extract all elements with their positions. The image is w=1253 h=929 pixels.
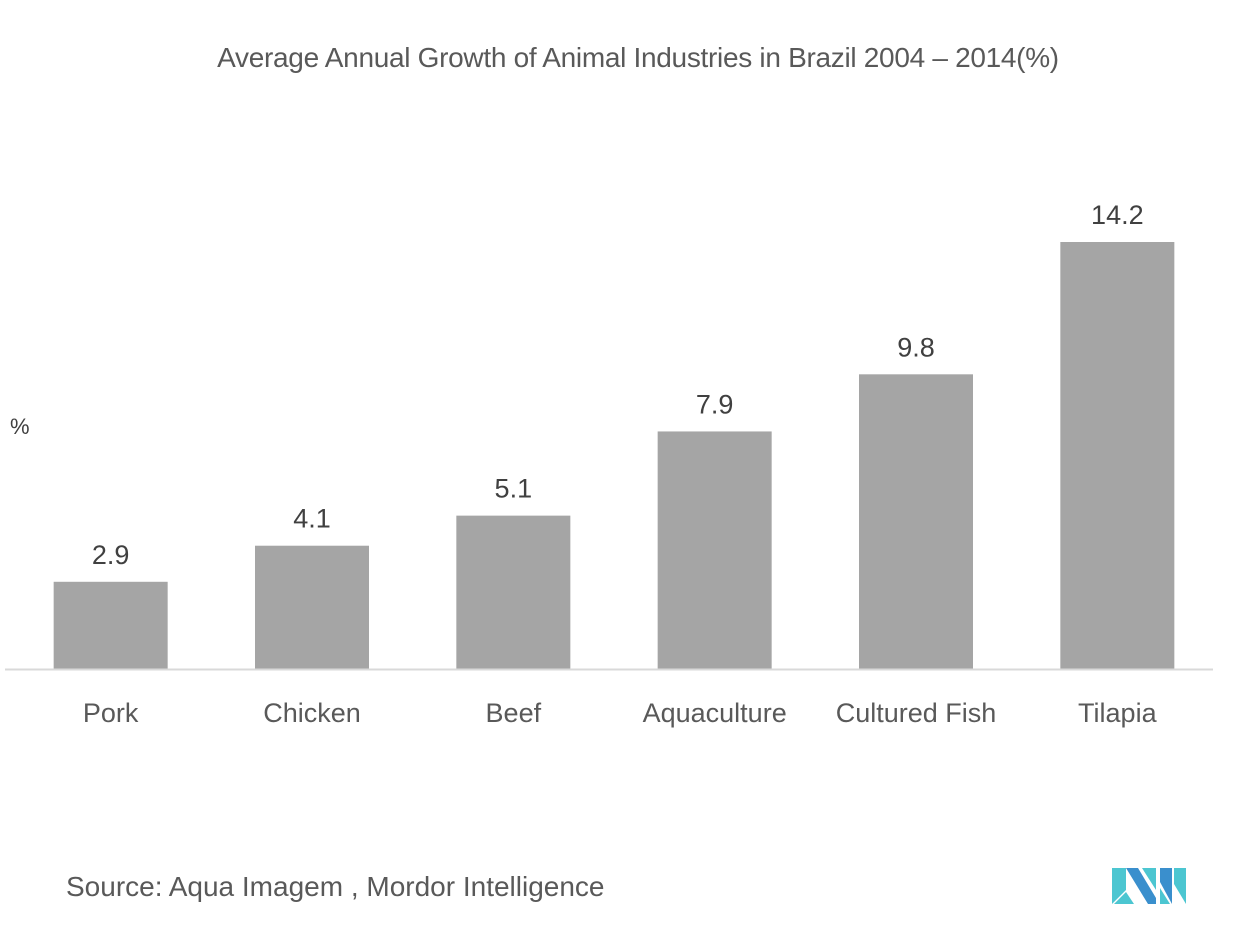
bar-pork [53, 581, 168, 669]
y-axis-label: % [10, 414, 30, 439]
category-label: Cultured Fish [836, 698, 997, 728]
bars-group [53, 242, 1175, 669]
value-label: 7.9 [696, 389, 734, 419]
chart-title: Average Annual Growth of Animal Industri… [217, 42, 1059, 73]
value-label: 4.1 [293, 504, 331, 534]
value-label: 14.2 [1091, 200, 1144, 230]
source-note: Source: Aqua Imagem , Mordor Intelligenc… [66, 871, 605, 902]
value-label: 5.1 [495, 474, 533, 504]
category-labels-group: Pork Chicken Beef Aquaculture Cultured Fish T… [83, 698, 1158, 728]
category-label: Tilapia [1078, 698, 1158, 728]
category-label: Aquaculture [643, 698, 787, 728]
bar-aquaculture [657, 431, 772, 669]
bar-chart: 2.9 4.1 5.1 7.9 9.8 14.2 Pork Chicken Beef Aquac… [5, 200, 1213, 728]
category-label: Beef [486, 698, 542, 728]
bar-beef [456, 515, 571, 669]
bar-cultured-fish [859, 374, 973, 669]
value-label: 9.8 [897, 332, 935, 362]
value-labels-group: 2.9 4.1 5.1 7.9 9.8 14.2 [92, 200, 1144, 570]
mordor-intelligence-logo-icon [1112, 868, 1186, 904]
bar-tilapia [1060, 242, 1175, 669]
category-label: Chicken [263, 698, 361, 728]
value-label: 2.9 [92, 540, 130, 570]
category-label: Pork [83, 698, 139, 728]
bar-chicken [255, 545, 369, 669]
